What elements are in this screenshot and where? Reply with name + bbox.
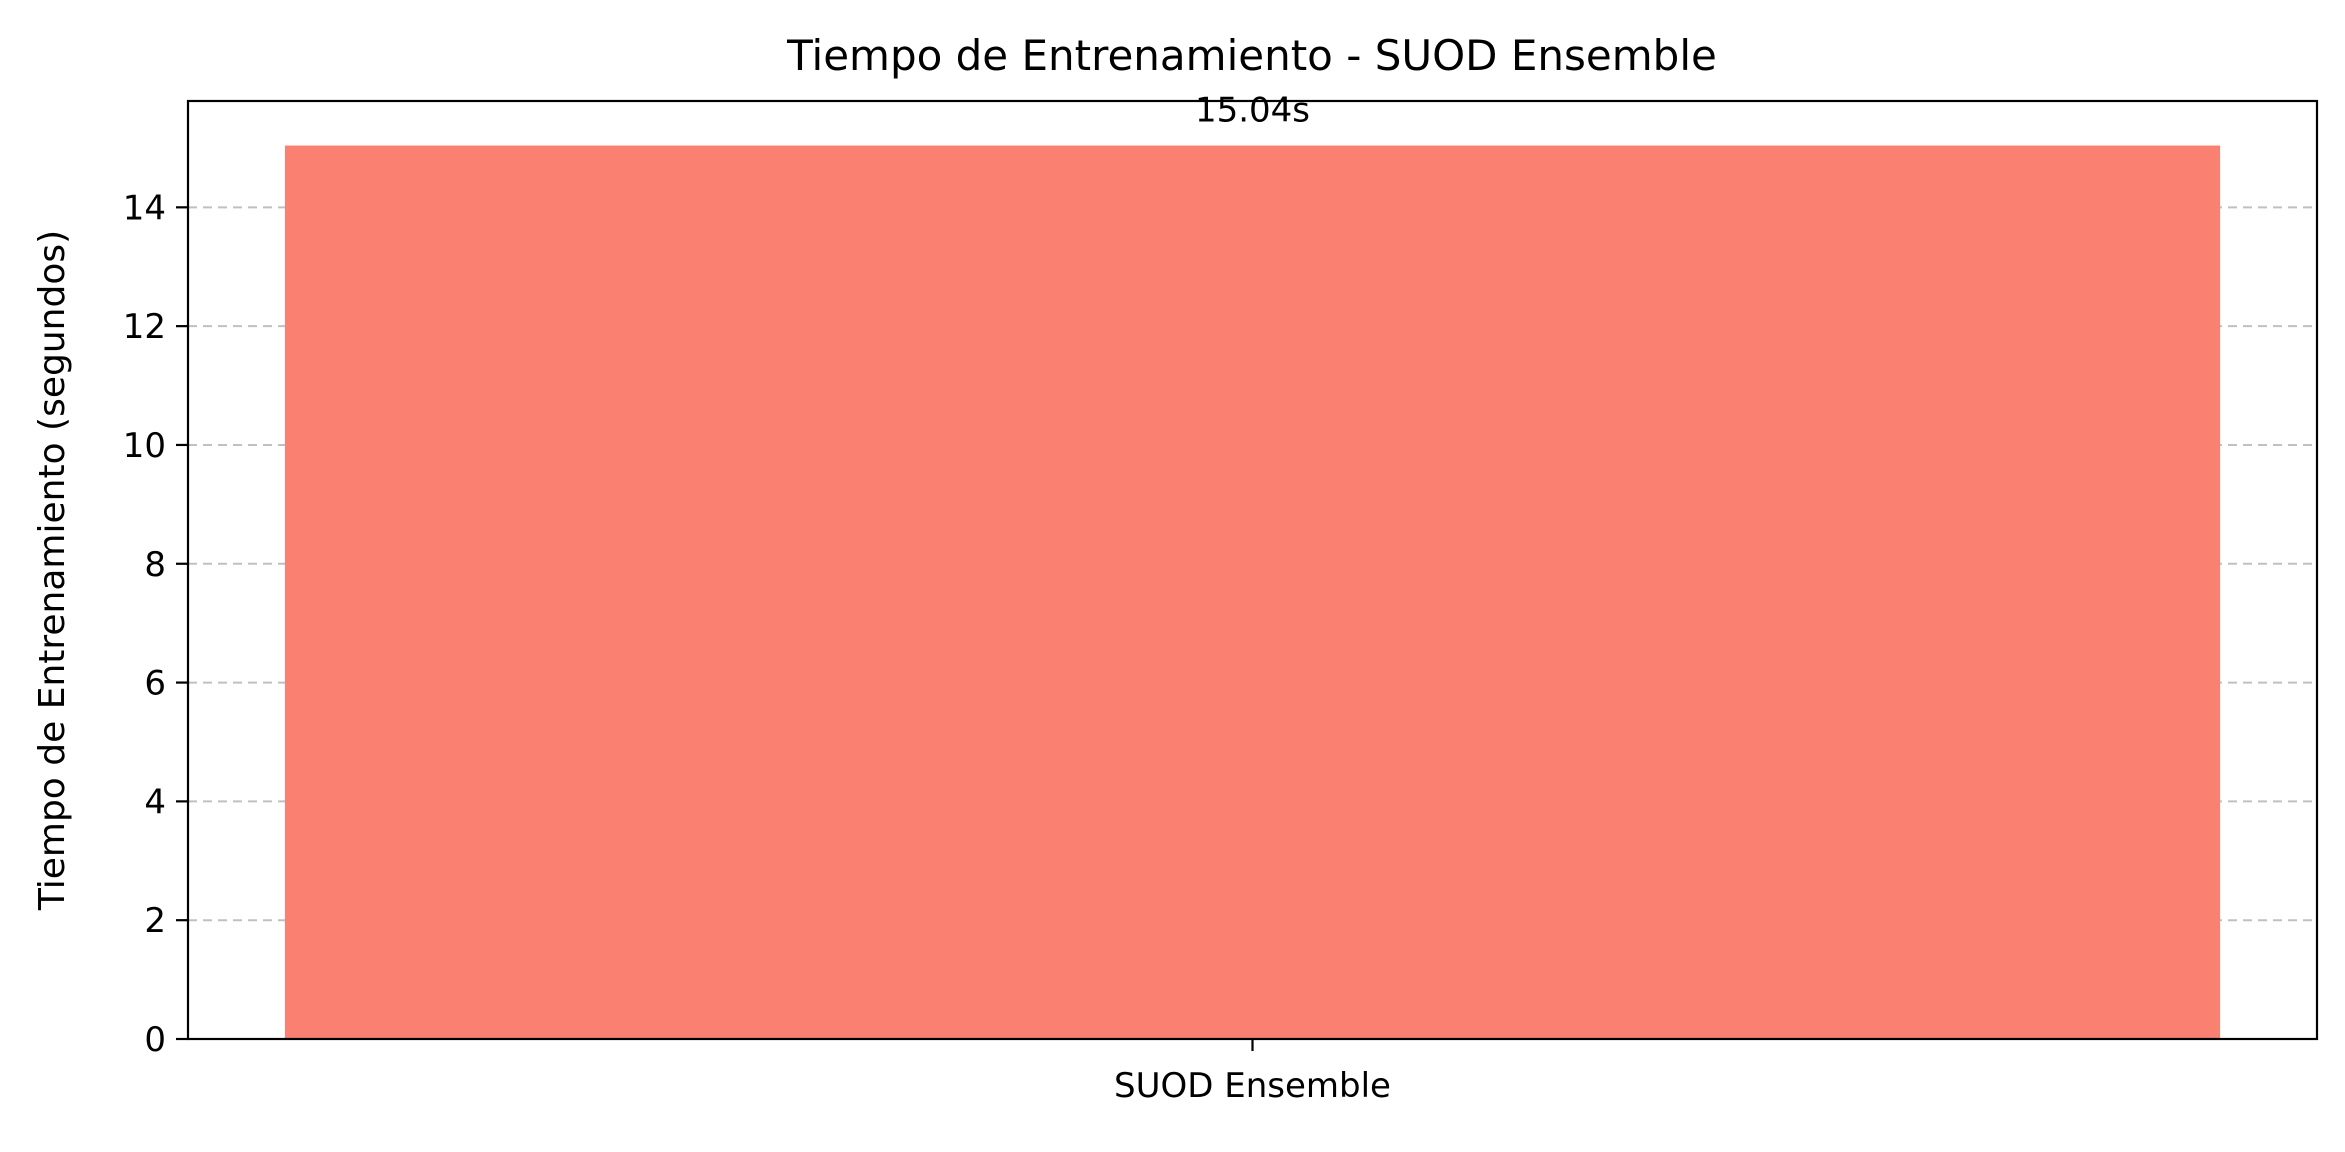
y-tick-label: 6 [144,664,166,704]
bar-data-label: 15.04s [1195,91,1310,131]
y-axis-ticks: 0 2 4 6 8 10 12 14 [123,188,188,1060]
bar-suod-ensemble [284,145,2221,1039]
y-tick-label: 4 [144,782,166,822]
x-axis-ticks: SUOD Ensemble [1114,1039,1391,1106]
y-tick-label: 0 [144,1020,166,1060]
x-tick-label: SUOD Ensemble [1114,1066,1391,1106]
y-tick-label: 10 [123,426,166,466]
y-axis-label: Tiempo de Entrenamiento (segundos) [32,230,73,911]
data-labels: 15.04s [1195,91,1310,131]
bars [284,145,2221,1039]
y-tick-label: 12 [123,307,166,347]
y-tick-label: 14 [123,188,166,228]
y-tick-label: 2 [144,901,166,941]
chart-title: Tiempo de Entrenamiento - SUOD Ensemble [786,31,1717,80]
y-tick-label: 8 [144,545,166,585]
